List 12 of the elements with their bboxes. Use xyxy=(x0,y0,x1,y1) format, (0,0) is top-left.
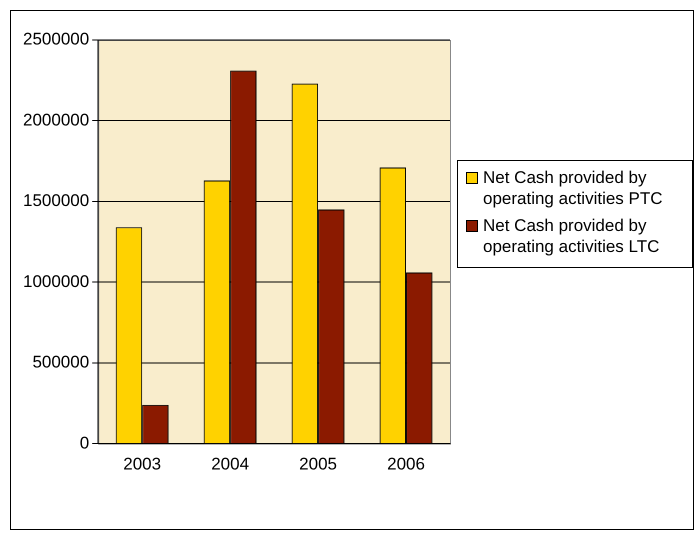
x-tick-label: 2006 xyxy=(387,454,425,474)
x-tick-label: 2004 xyxy=(211,454,250,474)
y-tick-label: 500000 xyxy=(32,352,90,372)
y-tick-label: 2500000 xyxy=(22,30,90,49)
legend-label: Net Cash provided by operating activities LTC xyxy=(483,215,660,257)
legend-label: Net Cash provided by operating activities PTC xyxy=(483,167,664,209)
y-tick-label: 0 xyxy=(80,433,90,452)
x-tick-label: 2003 xyxy=(123,454,162,474)
y-tick-label: 2000000 xyxy=(22,110,90,130)
x-tick-label: 2005 xyxy=(299,454,337,474)
y-tick-label: 1500000 xyxy=(22,191,90,210)
y-tick-label: 1000000 xyxy=(22,272,90,291)
